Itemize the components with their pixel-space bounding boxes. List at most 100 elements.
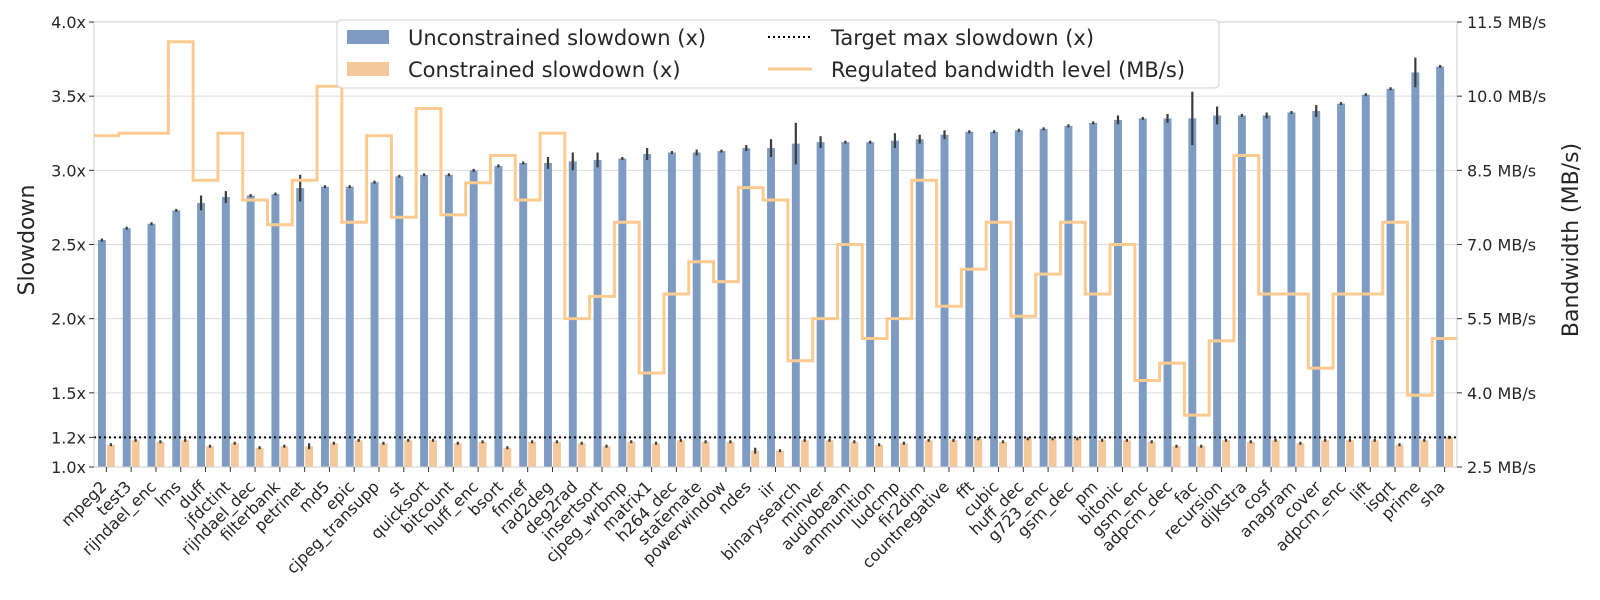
y-axis-title: Slowdown	[15, 185, 40, 296]
bar-unconstrained-deg2rad	[568, 161, 577, 467]
bar-unconstrained-lift	[1361, 94, 1370, 467]
bar-unconstrained-bitonic	[1114, 119, 1122, 468]
bar-constrained-mpeg2	[106, 444, 115, 467]
bars	[97, 66, 1454, 468]
bar-unconstrained-ludcmp	[890, 140, 899, 467]
legend-label-target: Target max slowdown (x)	[830, 26, 1094, 50]
bar-unconstrained-rad2deg	[544, 162, 552, 467]
bar-constrained-sha	[1445, 437, 1454, 467]
bar-unconstrained-recursion	[1213, 115, 1222, 467]
y2-axis-title: Bandwidth (MB/s)	[1559, 143, 1584, 337]
bar-constrained-g723_enc	[1048, 438, 1057, 467]
bar-unconstrained-sha	[1436, 66, 1445, 467]
bar-unconstrained-gsm_dec	[1064, 125, 1073, 467]
legend-swatch-constrained	[347, 62, 389, 76]
bar-unconstrained-g723_enc	[1039, 128, 1048, 468]
bar-constrained-duff	[206, 446, 214, 467]
y2-tick-label: 8.5 MB/s	[1467, 161, 1536, 180]
legend: Unconstrained slowdown (x) Constrained s…	[336, 19, 1220, 89]
legend-label-constrained: Constrained slowdown (x)	[408, 58, 681, 82]
bar-unconstrained-prime	[1411, 72, 1420, 467]
legend-label-unconstrained: Unconstrained slowdown (x)	[408, 26, 706, 50]
y2-tick-label: 2.5 MB/s	[1467, 458, 1536, 477]
y-axis-ticks: 1.0x 1.2x 1.5x 2.0x 2.5x 3.0x 3.5x 4.0x	[51, 13, 94, 477]
bar-constrained-dijkstra	[1246, 441, 1255, 467]
y2-axis-ticks: 2.5 MB/s 4.0 MB/s 5.5 MB/s 7.0 MB/s 8.5 MB/s…	[1457, 13, 1546, 477]
bar-unconstrained-cjpeg_wrbmp	[618, 158, 627, 467]
bar-unconstrained-dijkstra	[1237, 115, 1246, 467]
y-tick-label: 4.0x	[51, 13, 86, 32]
bar-unconstrained-gsm_enc	[1138, 118, 1147, 468]
y2-tick-label: 10.0 MB/s	[1467, 87, 1546, 106]
bar-unconstrained-iir	[767, 148, 775, 468]
bar-unconstrained-fac	[1188, 118, 1197, 468]
bar-constrained-cjpeg_wrbmp	[627, 441, 636, 467]
y2-tick-label: 11.5 MB/s	[1467, 13, 1546, 32]
y2-tick-label: 4.0 MB/s	[1467, 384, 1536, 403]
bar-constrained-rijndael_enc	[156, 441, 165, 467]
bar-constrained-quicksort	[429, 440, 437, 467]
bandwidth-step-line	[94, 40, 1457, 417]
bar-unconstrained-cjpeg_transupp	[370, 182, 379, 467]
bar-unconstrained-minver	[816, 142, 825, 467]
bar-unconstrained-cubic	[990, 131, 999, 467]
y-tick-label: 1.5x	[51, 384, 86, 403]
bar-constrained-anagram	[1296, 443, 1305, 467]
bar-unconstrained-lms	[172, 210, 181, 467]
bar-unconstrained-powerwindow	[717, 151, 726, 468]
bar-unconstrained-md5	[320, 186, 329, 467]
bar-unconstrained-duff	[197, 202, 206, 467]
bar-constrained-recursion	[1222, 440, 1231, 467]
bar-unconstrained-anagram	[1287, 112, 1296, 467]
bar-constrained-lms	[181, 440, 190, 467]
legend-swatch-unconstrained	[347, 30, 389, 44]
bar-constrained-rad2deg	[552, 441, 561, 467]
error-bars	[100, 57, 1451, 454]
bar-unconstrained-adpcm_dec	[1163, 118, 1172, 468]
bar-constrained-powerwindow	[726, 441, 735, 467]
y-tick-label: 1.0x	[51, 458, 86, 477]
bar-constrained-petrinet	[305, 446, 314, 467]
bar-constrained-pm	[1098, 440, 1107, 467]
bar-constrained-filterbank	[280, 446, 289, 467]
bar-unconstrained-fft	[965, 131, 974, 467]
bar-constrained-fmref	[528, 441, 537, 467]
bar-unconstrained-cosf	[1262, 115, 1271, 467]
bar-constrained-prime	[1420, 440, 1429, 467]
bar-constrained-huff_dec	[1023, 438, 1032, 467]
bar-constrained-h264_dec	[676, 440, 685, 467]
bar-unconstrained-fir2dim	[915, 139, 924, 467]
bar-unconstrained-audiobeam	[841, 142, 850, 467]
bar-constrained-adpcm_dec	[1172, 446, 1181, 467]
bar-unconstrained-ndes	[742, 148, 751, 468]
bar-unconstrained-rijndael_enc	[147, 223, 156, 467]
bar-constrained-audiobeam	[850, 441, 859, 467]
bar-constrained-bitcount	[453, 443, 462, 467]
y-tick-label: 3.0x	[51, 161, 86, 180]
x-axis-ticks: mpeg2test3rijndael_enclmsduffjfdctintrij…	[57, 467, 1449, 578]
bar-unconstrained-cover	[1312, 111, 1321, 467]
x-tick-label: sha	[1415, 477, 1448, 510]
bar-unconstrained-filterbank	[271, 194, 280, 468]
bar-constrained-cjpeg_transupp	[379, 443, 388, 467]
bar-constrained-lift	[1370, 440, 1379, 467]
bar-unconstrained-matrix1	[643, 154, 652, 467]
bar-unconstrained-rijndael_dec	[246, 195, 255, 468]
bar-constrained-ammunition	[875, 444, 884, 467]
bar-unconstrained-statemate	[692, 152, 701, 468]
bar-constrained-gsm_enc	[1147, 441, 1156, 467]
y2-tick-label: 5.5 MB/s	[1467, 310, 1536, 329]
bar-constrained-fft	[974, 438, 983, 467]
bar-constrained-ndes	[751, 450, 760, 467]
bar-constrained-matrix1	[652, 443, 661, 467]
y-tick-label: 2.5x	[51, 236, 86, 255]
bar-constrained-countnegative	[949, 440, 958, 467]
bar-constrained-test3	[131, 440, 140, 467]
legend-box	[336, 19, 1220, 89]
bar-unconstrained-huff_enc	[469, 170, 478, 468]
bar-unconstrained-isqrt	[1386, 88, 1395, 467]
y2-tick-label: 7.0 MB/s	[1467, 236, 1536, 255]
bar-constrained-deg2rad	[577, 443, 586, 467]
legend-label-bandwidth: Regulated bandwidth level (MB/s)	[831, 58, 1185, 82]
